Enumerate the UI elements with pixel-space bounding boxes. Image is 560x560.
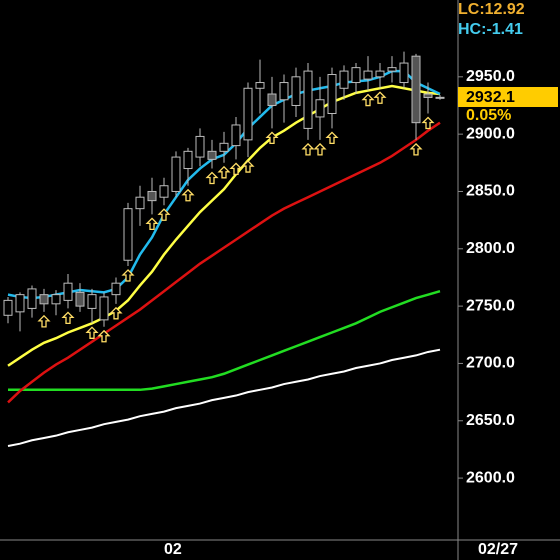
moving-average-line: [7, 69, 441, 300]
y-tick-label: 2700.0: [466, 355, 515, 372]
y-tick-label: 2900.0: [466, 125, 515, 142]
signal-arrow: [37, 314, 51, 328]
candle-body: [171, 156, 181, 192]
y-tick-label: 2800.0: [466, 240, 515, 257]
candle-body: [111, 282, 121, 296]
signal-arrow: [85, 326, 99, 339]
x-tick-label: 02/27: [478, 541, 518, 558]
candle-body: [387, 67, 397, 72]
moving-average-line: [7, 121, 441, 404]
candle-body: [231, 124, 241, 147]
hc-label: HC:-1.41: [458, 21, 523, 38]
candle-body: [147, 190, 157, 202]
signal-arrow: [157, 208, 171, 221]
candle-body: [183, 150, 193, 170]
signal-arrow: [421, 116, 435, 130]
candle-body: [363, 70, 373, 80]
signal-arrow: [97, 329, 111, 343]
candle-body: [87, 294, 97, 309]
candle-body: [243, 87, 253, 141]
candle-body: [399, 62, 409, 84]
signal-arrow: [409, 142, 423, 156]
candle-body: [339, 70, 349, 89]
last-price-label: 2932.1: [466, 89, 515, 106]
y-tick-label: 2750.0: [466, 297, 515, 314]
candle-body: [195, 135, 205, 158]
signal-arrow: [229, 162, 243, 176]
candle-body: [435, 96, 445, 99]
candle-body: [255, 82, 265, 89]
signal-arrow: [217, 165, 231, 179]
y-tick-label: 2850.0: [466, 183, 515, 200]
signal-arrow: [145, 217, 159, 231]
candle-body: [63, 282, 73, 301]
lc-label: LC:12.92: [458, 1, 525, 18]
candle-body: [39, 294, 49, 305]
candle-body: [51, 294, 61, 305]
signal-arrow: [205, 171, 219, 185]
candle-body: [291, 76, 301, 106]
candle-body: [15, 294, 25, 313]
candle-body: [315, 99, 325, 118]
candle-body: [207, 150, 217, 160]
moving-average-line: [8, 290, 441, 392]
candle-body: [303, 70, 313, 129]
signal-arrow: [301, 142, 315, 156]
candle-body: [3, 299, 13, 316]
change-label: 0.05%: [466, 107, 511, 124]
signal-arrow: [325, 131, 339, 145]
signal-arrow: [265, 131, 279, 145]
signal-arrow: [241, 160, 255, 173]
signal-arrow: [361, 93, 375, 107]
candle-body: [375, 70, 385, 78]
y-tick-label: 2600.0: [466, 469, 515, 486]
x-tick-label: 02: [164, 541, 182, 558]
y-tick-label: 2950.0: [466, 68, 515, 85]
candle-body: [423, 93, 433, 98]
last-price-box: [458, 87, 558, 107]
candle-body: [219, 142, 229, 152]
signal-arrow: [61, 311, 75, 325]
y-tick-label: 2650.0: [466, 412, 515, 429]
candle-body: [75, 291, 85, 307]
candle-body: [135, 196, 145, 210]
candle-body: [99, 296, 109, 321]
candle-body: [351, 67, 361, 84]
signal-arrow: [181, 188, 195, 202]
candle-body: [159, 185, 169, 198]
candle-body: [327, 74, 337, 115]
signal-arrow: [373, 91, 387, 104]
signal-arrow: [121, 269, 135, 282]
moving-average-line: [7, 84, 441, 367]
candle-body: [123, 208, 133, 261]
candle-body: [279, 82, 289, 101]
candle-body: [411, 55, 421, 124]
signal-arrow: [313, 142, 327, 156]
candle-body: [27, 288, 37, 309]
moving-average-line: [7, 348, 441, 447]
candle-body: [267, 93, 277, 106]
signal-arrow: [109, 306, 123, 320]
